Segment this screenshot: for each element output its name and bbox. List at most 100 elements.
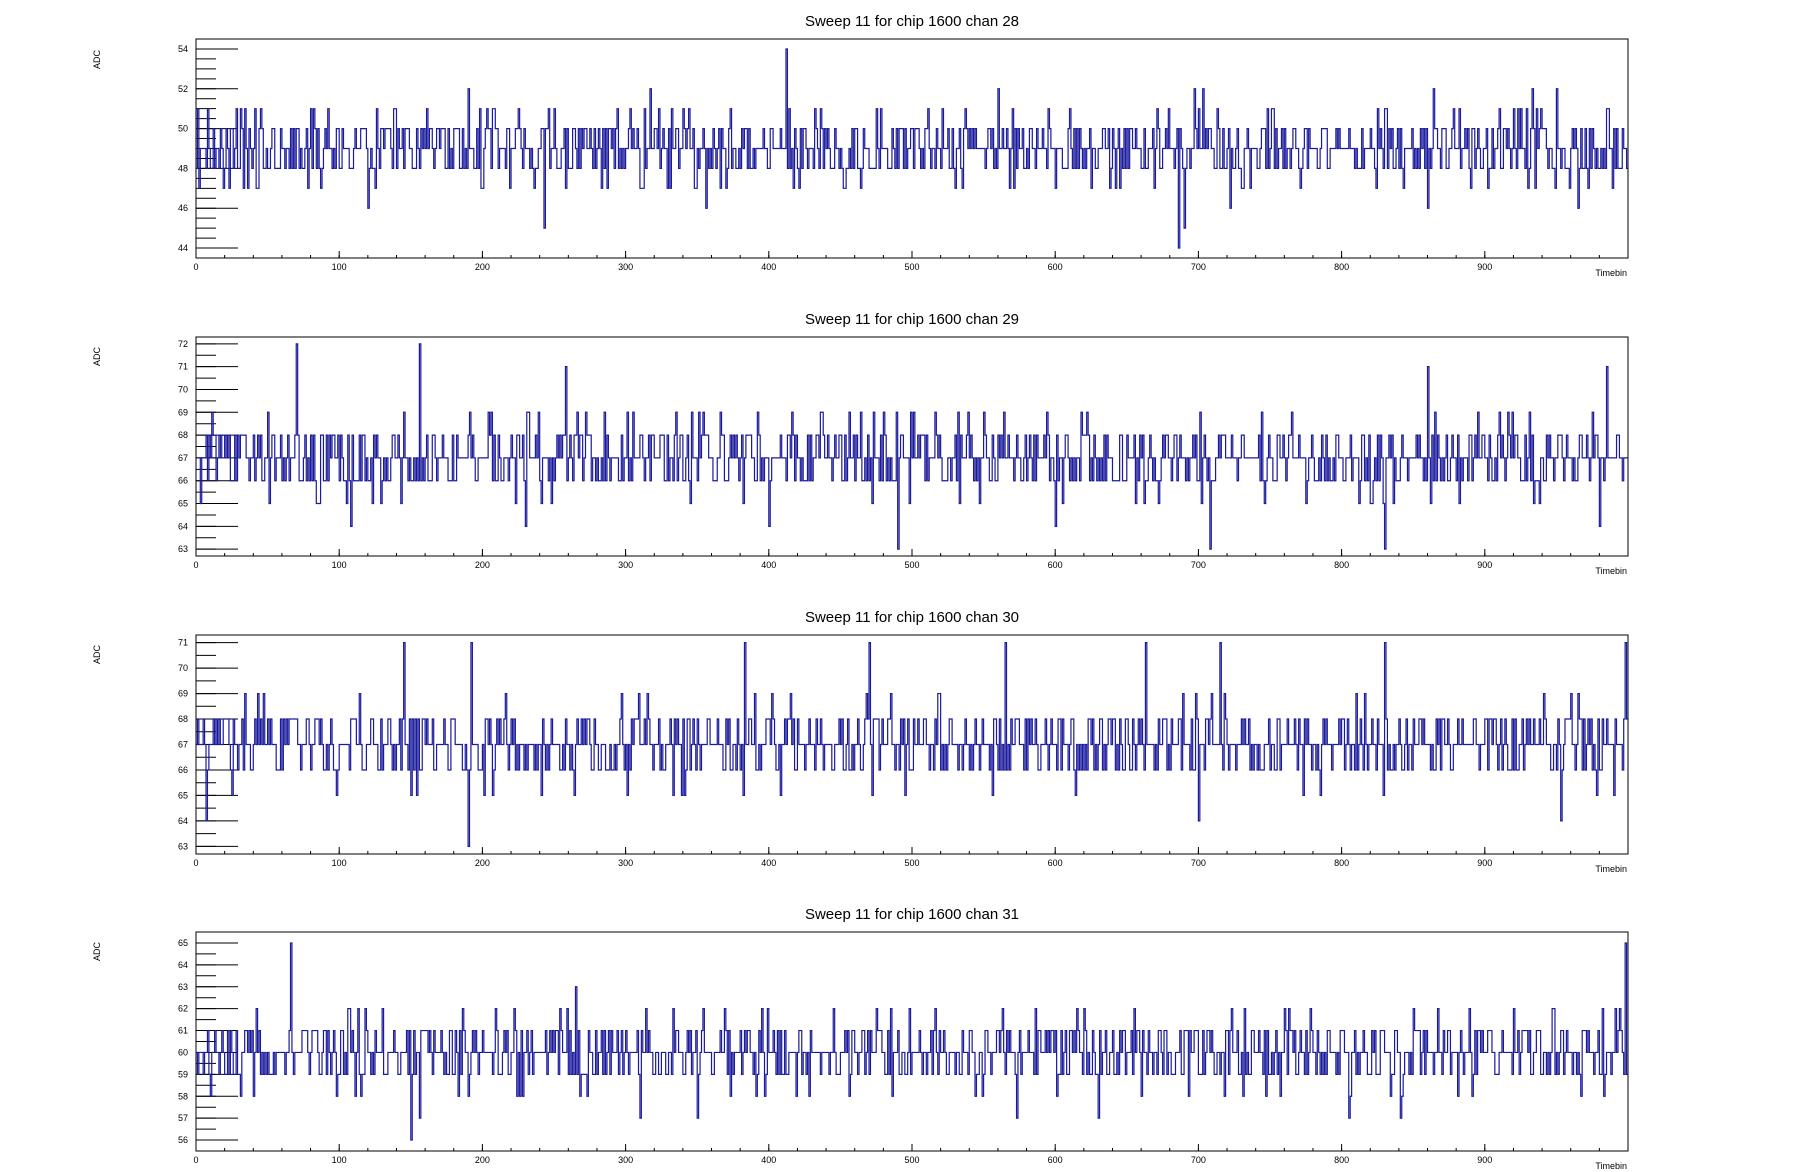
y-tick-label: 63 xyxy=(178,982,188,992)
x-axis-label: Timebin xyxy=(1595,268,1627,278)
y-tick-label: 56 xyxy=(178,1135,188,1145)
x-tick-label: 400 xyxy=(761,262,776,272)
plot-frame xyxy=(195,931,1629,1152)
y-tick-label: 54 xyxy=(178,44,188,54)
x-tick-label: 800 xyxy=(1334,262,1349,272)
x-tick-label: 200 xyxy=(475,858,490,868)
chart-title: Sweep 11 for chip 1600 chan 30 xyxy=(805,609,1019,626)
y-tick-label: 46 xyxy=(178,203,188,213)
plot-frame xyxy=(195,336,1629,557)
x-tick-label: 600 xyxy=(1048,560,1063,570)
x-tick-label: 200 xyxy=(475,262,490,272)
y-tick-label: 52 xyxy=(178,84,188,94)
y-tick-label: 63 xyxy=(178,544,188,554)
x-tick-label: 500 xyxy=(904,262,919,272)
y-tick-label: 68 xyxy=(178,714,188,724)
plot-frame xyxy=(195,38,1629,259)
x-tick-label: 400 xyxy=(761,858,776,868)
y-tick-label: 62 xyxy=(178,1004,188,1014)
series-line-chan-30 xyxy=(196,642,1628,847)
y-tick-label: 57 xyxy=(178,1113,188,1123)
x-tick-label: 300 xyxy=(618,262,633,272)
x-tick-label: 700 xyxy=(1191,858,1206,868)
y-tick-label: 66 xyxy=(178,765,188,775)
x-tick-label: 0 xyxy=(193,560,198,570)
x-tick-label: 700 xyxy=(1191,560,1206,570)
panel-chan-30: Sweep 11 for chip 1600 chan 30 ADC Timeb… xyxy=(92,609,1629,874)
x-tick-label: 900 xyxy=(1477,560,1492,570)
y-tick-label: 65 xyxy=(178,790,188,800)
chart-title: Sweep 11 for chip 1600 chan 31 xyxy=(805,906,1019,923)
x-tick-label: 100 xyxy=(332,858,347,868)
x-tick-label: 900 xyxy=(1477,1155,1492,1165)
y-axis-label: ADC xyxy=(92,942,102,962)
y-tick-label: 69 xyxy=(178,689,188,699)
x-tick-label: 300 xyxy=(618,858,633,868)
x-axis-label: Timebin xyxy=(1595,1161,1627,1171)
x-tick-label: 100 xyxy=(332,1155,347,1165)
y-tick-label: 64 xyxy=(178,816,188,826)
y-axis-label: ADC xyxy=(92,347,102,367)
x-tick-label: 700 xyxy=(1191,262,1206,272)
y-tick-label: 66 xyxy=(178,476,188,486)
x-tick-label: 0 xyxy=(193,858,198,868)
x-axis-label: Timebin xyxy=(1595,566,1627,576)
y-tick-label: 59 xyxy=(178,1069,188,1079)
x-tick-label: 800 xyxy=(1334,1155,1349,1165)
y-tick-label: 48 xyxy=(178,163,188,173)
x-tick-label: 900 xyxy=(1477,262,1492,272)
x-tick-label: 500 xyxy=(904,560,919,570)
y-tick-label: 67 xyxy=(178,740,188,750)
y-tick-label: 72 xyxy=(178,339,188,349)
x-axis-label: Timebin xyxy=(1595,864,1627,874)
chart-title: Sweep 11 for chip 1600 chan 29 xyxy=(805,311,1019,328)
y-tick-label: 60 xyxy=(178,1047,188,1057)
x-tick-label: 600 xyxy=(1048,858,1063,868)
x-tick-label: 200 xyxy=(475,1155,490,1165)
y-tick-label: 61 xyxy=(178,1026,188,1036)
y-tick-label: 67 xyxy=(178,453,188,463)
x-tick-label: 600 xyxy=(1048,262,1063,272)
x-tick-label: 500 xyxy=(904,1155,919,1165)
axis-ticks: 0 100 200 300 400 500 600 700 800 900 56 57 58 59 60 61… xyxy=(178,931,1629,1165)
x-tick-label: 200 xyxy=(475,560,490,570)
x-tick-label: 800 xyxy=(1334,858,1349,868)
series-line-chan-29 xyxy=(195,343,1628,550)
series-line-chan-31 xyxy=(196,942,1628,1141)
y-tick-label: 44 xyxy=(178,243,188,253)
x-tick-label: 100 xyxy=(332,560,347,570)
panel-chan-31: Sweep 11 for chip 1600 chan 31 ADC Timeb… xyxy=(92,906,1629,1171)
y-tick-label: 65 xyxy=(178,938,188,948)
y-tick-label: 64 xyxy=(178,521,188,531)
y-tick-label: 71 xyxy=(178,362,188,372)
x-tick-label: 400 xyxy=(761,1155,776,1165)
x-tick-label: 300 xyxy=(618,560,633,570)
y-tick-label: 65 xyxy=(178,499,188,509)
y-tick-label: 71 xyxy=(178,638,188,648)
x-tick-label: 300 xyxy=(618,1155,633,1165)
y-tick-label: 63 xyxy=(178,841,188,851)
panel-chan-29: Sweep 11 for chip 1600 chan 29 ADC Timeb… xyxy=(92,311,1629,576)
y-tick-label: 64 xyxy=(178,960,188,970)
x-tick-label: 500 xyxy=(904,858,919,868)
x-tick-label: 0 xyxy=(193,1155,198,1165)
y-tick-label: 70 xyxy=(178,384,188,394)
y-axis-label: ADC xyxy=(92,50,102,70)
x-tick-label: 600 xyxy=(1048,1155,1063,1165)
x-tick-label: 400 xyxy=(761,560,776,570)
x-tick-label: 0 xyxy=(193,262,198,272)
y-tick-label: 50 xyxy=(178,124,188,134)
x-tick-label: 900 xyxy=(1477,858,1492,868)
x-tick-label: 800 xyxy=(1334,560,1349,570)
y-axis-label: ADC xyxy=(92,645,102,665)
y-tick-label: 58 xyxy=(178,1091,188,1101)
x-tick-label: 700 xyxy=(1191,1155,1206,1165)
x-tick-label: 100 xyxy=(332,262,347,272)
panel-chan-28: Sweep 11 for chip 1600 chan 28 ADC Timeb… xyxy=(92,13,1629,278)
y-tick-label: 70 xyxy=(178,663,188,673)
y-tick-label: 68 xyxy=(178,430,188,440)
chart-title: Sweep 11 for chip 1600 chan 28 xyxy=(805,13,1019,30)
y-tick-label: 69 xyxy=(178,407,188,417)
